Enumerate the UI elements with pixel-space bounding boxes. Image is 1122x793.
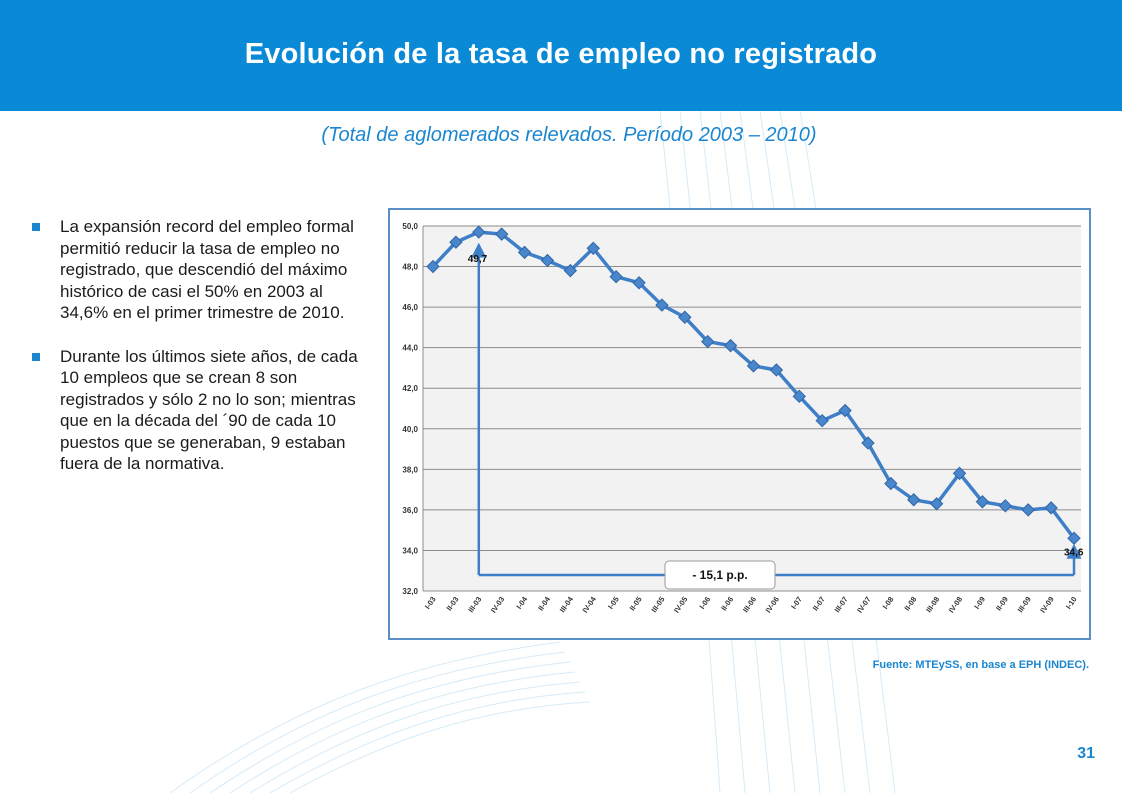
bullet-square-icon bbox=[32, 223, 40, 231]
data-point bbox=[678, 310, 692, 324]
data-point bbox=[701, 334, 715, 349]
x-tick-label: IV-09 bbox=[1038, 595, 1055, 615]
x-tick-label: II-06 bbox=[719, 595, 735, 612]
y-tick-label: 36,0 bbox=[402, 506, 418, 515]
page-number: 31 bbox=[1077, 745, 1095, 762]
difference-box bbox=[664, 560, 776, 590]
bullet-item: La expansión record del empleo formal pe… bbox=[30, 216, 360, 324]
y-tick-label: 48,0 bbox=[402, 263, 418, 272]
x-tick-label: I-05 bbox=[606, 595, 621, 611]
plot-area bbox=[423, 226, 1081, 591]
data-point bbox=[517, 245, 532, 260]
x-tick-label: III-05 bbox=[649, 595, 666, 614]
title-bar: Evolución de la tasa de empleo no regist… bbox=[0, 0, 1122, 111]
data-point bbox=[1067, 531, 1081, 545]
x-tick-label: I-06 bbox=[698, 595, 713, 611]
x-tick-label: I-08 bbox=[881, 595, 896, 611]
bullet-item: Durante los últimos siete años, de cada … bbox=[30, 346, 360, 475]
data-point bbox=[494, 227, 509, 241]
data-point bbox=[769, 363, 784, 377]
x-tick-label: III-08 bbox=[924, 595, 941, 614]
x-tick-label: II-07 bbox=[811, 595, 827, 612]
slide-title: Evolución de la tasa de empleo no regist… bbox=[244, 38, 878, 70]
y-tick-label: 42,0 bbox=[402, 384, 418, 393]
x-tick-label: II-08 bbox=[902, 595, 918, 612]
bullet-square-icon bbox=[32, 352, 40, 361]
y-tick-label: 32,0 bbox=[402, 587, 418, 596]
data-point bbox=[884, 476, 898, 491]
x-tick-label: I-09 bbox=[972, 595, 987, 611]
data-point bbox=[929, 497, 944, 511]
line-chart: 32,0 34,0 36,0 38,0 40,0 42,0 44,0 46,0 48,0 50,0… bbox=[402, 222, 1084, 615]
x-tick-label: III-07 bbox=[833, 595, 850, 614]
data-point bbox=[449, 235, 463, 249]
x-tick-label: IV-07 bbox=[855, 595, 872, 615]
data-point bbox=[472, 225, 486, 239]
bullet-text: Durante los últimos siete años, de cada … bbox=[60, 346, 358, 474]
x-tick-label: IV-05 bbox=[672, 595, 689, 615]
x-tick-label: II-09 bbox=[994, 595, 1010, 612]
x-tick-label: IV-06 bbox=[764, 595, 781, 615]
y-tick-label: 44,0 bbox=[402, 344, 418, 353]
data-point bbox=[998, 499, 1013, 513]
x-tick-label: I-03 bbox=[423, 595, 438, 611]
data-point bbox=[907, 493, 921, 507]
y-tick-label: 38,0 bbox=[402, 465, 418, 474]
chart-frame: 32,0 34,0 36,0 38,0 40,0 42,0 44,0 46,0 48,0 50,0… bbox=[388, 208, 1091, 640]
difference-label: - 15,1 p.p. bbox=[692, 568, 747, 582]
y-tick-label: 40,0 bbox=[402, 425, 418, 434]
x-tick-label: I-10 bbox=[1064, 595, 1079, 611]
y-tick-label: 34,0 bbox=[402, 546, 418, 555]
x-tick-label: III-09 bbox=[1016, 595, 1033, 614]
data-point bbox=[540, 253, 555, 268]
x-tick-label: I-07 bbox=[789, 595, 804, 611]
bullet-list: La expansión record del empleo formal pe… bbox=[30, 216, 360, 475]
data-point bbox=[723, 338, 738, 353]
source-note: Fuente: MTEySS, en base a EPH (INDEC). bbox=[872, 659, 1089, 671]
x-tick-label: IV-03 bbox=[489, 595, 506, 615]
x-tick-label: IV-04 bbox=[580, 594, 598, 614]
x-tick-label: II-04 bbox=[536, 594, 552, 612]
data-point bbox=[861, 436, 875, 450]
x-tick-label: II-05 bbox=[628, 595, 644, 612]
end-value-label: 34,6 bbox=[1064, 547, 1084, 558]
data-point bbox=[838, 403, 852, 418]
start-value-label: 49,7 bbox=[468, 254, 488, 265]
data-point bbox=[609, 269, 623, 284]
data-point bbox=[975, 495, 990, 509]
x-tick-label: II-03 bbox=[445, 595, 461, 612]
data-point bbox=[655, 298, 669, 312]
data-point bbox=[586, 241, 600, 256]
data-point bbox=[746, 359, 761, 373]
data-point bbox=[1021, 503, 1035, 517]
x-tick-label: III-04 bbox=[558, 594, 576, 614]
y-tick-label: 50,0 bbox=[402, 222, 418, 231]
x-tick-label: IV-08 bbox=[947, 595, 964, 615]
x-tick-label: I-04 bbox=[514, 594, 529, 610]
bullet-text: La expansión record del empleo formal pe… bbox=[60, 217, 354, 322]
data-point bbox=[563, 263, 578, 278]
x-tick-label: III-03 bbox=[466, 595, 483, 614]
data-point bbox=[426, 259, 440, 274]
data-point bbox=[952, 466, 967, 481]
data-point bbox=[792, 389, 806, 404]
x-tick-label: III-06 bbox=[741, 595, 758, 614]
data-point bbox=[815, 413, 829, 428]
data-point bbox=[632, 276, 646, 290]
data-point bbox=[1044, 501, 1058, 515]
slide-subtitle: (Total de aglomerados relevados. Período… bbox=[321, 124, 817, 146]
y-tick-label: 46,0 bbox=[402, 303, 418, 312]
